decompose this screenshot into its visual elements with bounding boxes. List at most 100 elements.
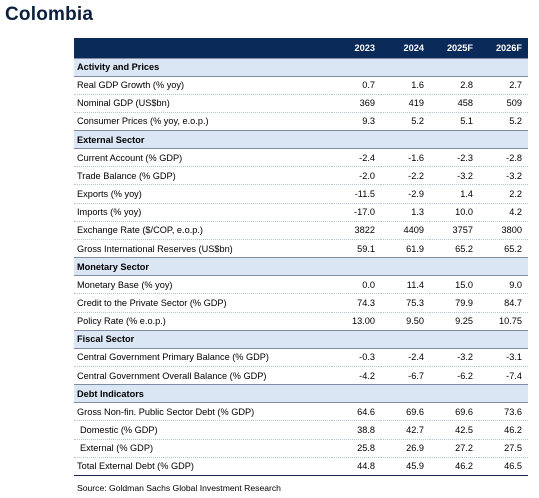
section-title: External Sector <box>74 130 528 150</box>
section-title: Debt Indicators <box>74 384 528 404</box>
table-row: Consumer Prices (% yoy, e.o.p.) 9.3 5.2 5.1… <box>74 112 528 130</box>
value-cell: -2.4 <box>332 148 381 168</box>
value-cell: -1.6 <box>381 148 430 168</box>
value-cell: 74.3 <box>332 293 381 313</box>
section-header-row: Activity and Prices <box>74 57 528 77</box>
table-header: 2023 2024 2025F 2026F <box>74 38 528 58</box>
row-label: Monetary Base (% yoy) <box>74 275 332 295</box>
value-cell: 11.4 <box>381 275 430 295</box>
table-row: Exchange Rate ($/COP, e.o.p.) 3822 4409 375… <box>74 221 528 241</box>
column-header-2024: 2024 <box>381 38 430 58</box>
value-cell: -3.2 <box>479 166 528 186</box>
value-cell: 369 <box>332 94 381 113</box>
row-label: Consumer Prices (% yoy, e.o.p.) <box>77 116 209 127</box>
value-cell: 509 <box>479 94 528 113</box>
value-cell: 84.7 <box>479 293 528 313</box>
value-cell: -6.7 <box>408 370 424 381</box>
value-cell: 44.8 <box>332 457 381 476</box>
table-row: Gross Non-fin. Public Sector Debt (% GDP… <box>74 402 528 422</box>
value-cell: 46.2 <box>430 457 479 476</box>
page-title: Colombia <box>5 4 94 25</box>
row-label: Nominal GDP (US$bn) <box>74 94 332 113</box>
table-body: Activity and Prices Real GDP Growth (% yo… <box>74 57 528 476</box>
value-cell: 10.75 <box>499 316 522 327</box>
value-cell: 26.9 <box>381 439 430 458</box>
table-row: Central Government Primary Balance (% GD… <box>74 348 528 367</box>
table-row: Real GDP Growth (% yoy) 0.7 1.6 2.8 2.7 <box>74 76 528 95</box>
column-header-2023: 2023 <box>332 38 381 58</box>
table-row: Total External Debt (% GDP) 44.8 45.9 46.2 4… <box>74 457 528 476</box>
table-row: Trade Balance (% GDP) -2.0 -2.2 -3.2 -3.2 <box>74 166 528 186</box>
table-row: Policy Rate (% e.o.p.) 13.00 9.50 9.25 10.75 <box>74 312 528 330</box>
value-cell: 75.3 <box>381 293 430 313</box>
value-cell: -2.3 <box>430 148 479 168</box>
value-cell: -2.9 <box>381 184 430 204</box>
row-label: Central Government Primary Balance (% GD… <box>74 348 332 367</box>
value-cell: 38.8 <box>332 420 381 440</box>
table-row: Exports (% yoy) -11.5 -2.9 1.4 2.2 <box>74 184 528 204</box>
value-cell: 2.8 <box>430 76 479 95</box>
value-cell: 79.9 <box>430 293 479 313</box>
value-cell: 46.2 <box>479 420 528 440</box>
value-cell: 2.2 <box>479 184 528 204</box>
value-cell: -2.4 <box>381 348 430 367</box>
value-cell: 45.9 <box>381 457 430 476</box>
value-cell: 27.5 <box>479 439 528 458</box>
value-cell: 3800 <box>479 221 528 241</box>
value-cell: 15.0 <box>430 275 479 295</box>
value-cell: 65.2 <box>455 243 473 254</box>
value-cell: 42.7 <box>381 420 430 440</box>
header-row: 2023 2024 2025F 2026F <box>74 38 528 58</box>
value-cell: 9.50 <box>406 316 424 327</box>
value-cell: 5.1 <box>460 116 473 127</box>
table-row: Nominal GDP (US$bn) 369 419 458 509 <box>74 94 528 113</box>
section-header-row: Debt Indicators <box>74 384 528 404</box>
row-label: Current Account (% GDP) <box>74 148 332 168</box>
section-header-row: Fiscal Sector <box>74 329 528 349</box>
value-cell: -4.2 <box>359 370 375 381</box>
value-cell: -3.2 <box>430 348 479 367</box>
value-cell: 61.9 <box>406 243 424 254</box>
row-label: Trade Balance (% GDP) <box>74 166 332 186</box>
section-header-row: Monetary Sector <box>74 257 528 277</box>
row-label: Gross International Reserves (US$bn) <box>77 243 233 254</box>
value-cell: 27.2 <box>430 439 479 458</box>
value-cell: 0.0 <box>332 275 381 295</box>
value-cell: 0.7 <box>332 76 381 95</box>
value-cell: 25.8 <box>332 439 381 458</box>
value-cell: 65.2 <box>504 243 522 254</box>
table-row: External (% GDP) 25.8 26.9 27.2 27.5 <box>74 439 528 458</box>
value-cell: 4409 <box>381 221 430 241</box>
value-cell: 9.0 <box>479 275 528 295</box>
value-cell: -17.0 <box>332 203 381 222</box>
value-cell: -11.5 <box>332 184 381 204</box>
value-cell: -2.8 <box>479 148 528 168</box>
section-title: Monetary Sector <box>74 257 528 277</box>
row-label: Policy Rate (% e.o.p.) <box>77 316 166 327</box>
row-label: Real GDP Growth (% yoy) <box>74 76 332 95</box>
value-cell: 2.7 <box>479 76 528 95</box>
value-cell: 69.6 <box>381 402 430 422</box>
row-label: Exports (% yoy) <box>74 184 332 204</box>
table-row: Current Account (% GDP) -2.4 -1.6 -2.3 -2.8 <box>74 148 528 168</box>
value-cell: 1.6 <box>381 76 430 95</box>
table-row: Central Government Overall Balance (% GD… <box>74 366 528 384</box>
value-cell: 9.25 <box>455 316 473 327</box>
row-label: Domestic (% GDP) <box>74 420 332 440</box>
value-cell: -2.2 <box>381 166 430 186</box>
row-label: Credit to the Private Sector (% GDP) <box>74 293 332 313</box>
value-cell: -2.0 <box>332 166 381 186</box>
value-cell: 10.0 <box>430 203 479 222</box>
value-cell: 13.00 <box>352 316 375 327</box>
row-label: Imports (% yoy) <box>74 203 332 222</box>
table-row: Gross International Reserves (US$bn) 59.1… <box>74 240 528 258</box>
table-row: Domestic (% GDP) 38.8 42.7 42.5 46.2 <box>74 420 528 440</box>
value-cell: 419 <box>381 94 430 113</box>
value-cell: -7.4 <box>506 370 522 381</box>
row-label: Central Government Overall Balance (% GD… <box>77 370 267 381</box>
economic-indicators-table: 2023 2024 2025F 2026F Activity and Price… <box>74 38 528 476</box>
value-cell: -3.1 <box>479 348 528 367</box>
row-label: Total External Debt (% GDP) <box>74 457 332 476</box>
row-label: Exchange Rate ($/COP, e.o.p.) <box>74 221 332 241</box>
value-cell: 46.5 <box>479 457 528 476</box>
